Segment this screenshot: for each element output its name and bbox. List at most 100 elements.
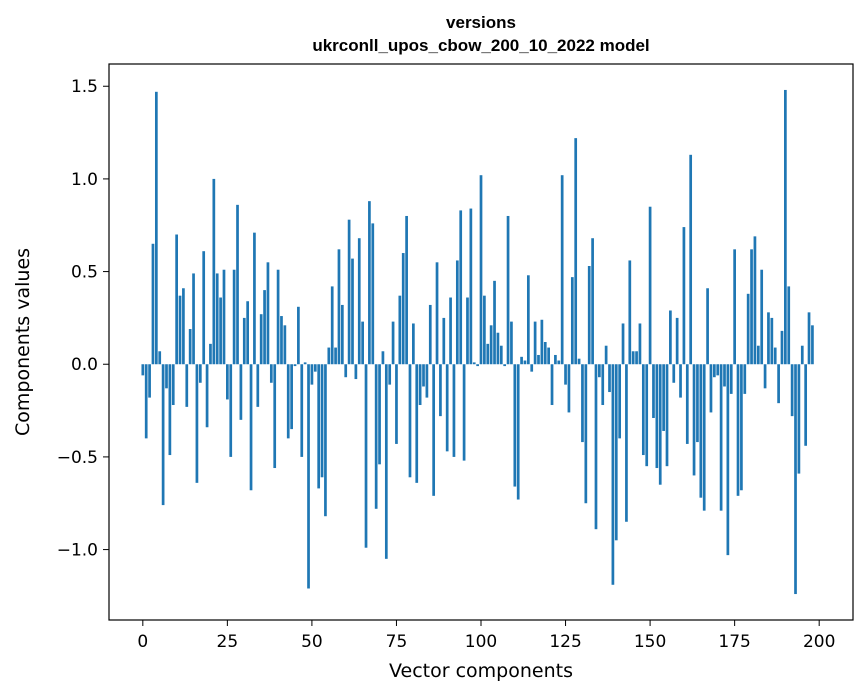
bar-164: [696, 364, 699, 443]
bar-193: [794, 364, 797, 595]
bar-40: [276, 269, 280, 365]
x-tick-label: 175: [718, 632, 750, 652]
y-tick-label: 0.5: [71, 263, 98, 283]
bar-184: [763, 364, 767, 389]
bar-198: [811, 325, 814, 365]
bar-115: [530, 364, 534, 372]
bar-36: [263, 290, 266, 365]
bar-25: [226, 364, 229, 400]
bar-158: [675, 317, 679, 365]
bar-37: [266, 262, 270, 365]
bar-49: [307, 364, 310, 589]
bar-190: [784, 89, 787, 365]
bar-14: [188, 329, 192, 365]
bar-39: [273, 364, 277, 469]
bar-93: [455, 260, 459, 365]
bar-173: [726, 364, 730, 556]
bar-111: [516, 364, 520, 500]
bar-74: [391, 321, 395, 365]
bar-172: [723, 364, 726, 387]
bar-147: [638, 323, 642, 365]
y-axis-label: Components values: [12, 248, 34, 436]
bar-21: [212, 178, 216, 365]
bar-181: [753, 236, 757, 365]
bar-152: [655, 364, 659, 469]
bar-7: [165, 364, 168, 389]
bar-31: [246, 301, 250, 365]
bar-103: [489, 325, 493, 365]
bar-55: [327, 347, 331, 365]
y-tick-label: 1.0: [71, 170, 98, 190]
x-tick-label: 25: [217, 632, 239, 652]
bar-34: [256, 364, 260, 407]
y-tick-label: 1.5: [71, 77, 98, 97]
bar-122: [554, 354, 557, 365]
bar-90: [445, 364, 449, 452]
bar-183: [760, 269, 764, 365]
bar-77: [401, 253, 405, 365]
bar-174: [729, 364, 733, 394]
bar-26: [229, 364, 233, 457]
x-tick-label: 100: [465, 632, 497, 652]
bar-157: [672, 364, 676, 383]
bar-57: [334, 347, 337, 365]
bar-48: [303, 362, 307, 365]
bar-71: [381, 351, 385, 365]
bar-145: [631, 351, 635, 365]
bar-148: [641, 364, 645, 456]
bar-124: [560, 175, 564, 365]
bar-2: [148, 364, 151, 398]
bar-22: [215, 273, 219, 365]
bar-187: [773, 347, 777, 365]
bar-67: [368, 201, 371, 365]
bar-61: [347, 219, 351, 365]
y-tick-label: 0.0: [71, 355, 98, 375]
bar-0: [141, 364, 145, 376]
bar-154: [662, 364, 665, 431]
bar-113: [523, 360, 527, 365]
x-tick-label: 150: [634, 632, 666, 652]
x-axis-label: Vector components: [389, 660, 573, 682]
bar-134: [594, 364, 598, 530]
chart-title-line-2: ukrconll_upos_cbow_200_10_2022 model: [312, 36, 649, 55]
bar-60: [344, 364, 348, 378]
bar-23: [219, 297, 222, 365]
bar-180: [750, 249, 753, 365]
bar-117: [537, 354, 540, 365]
bar-162: [689, 154, 693, 365]
bar-62: [351, 258, 354, 365]
bar-151: [652, 364, 655, 418]
x-tick-label: 125: [549, 632, 581, 652]
bar-167: [706, 288, 709, 365]
bar-143: [625, 364, 628, 522]
bar-165: [699, 364, 703, 498]
bar-16: [195, 364, 199, 483]
y-axis-ticks: −1.0 −0.5 0.0 0.5 1.0 1.5: [57, 77, 109, 561]
bar-94: [459, 210, 463, 365]
x-axis-ticks: 0 25 50 75 100 125 150 175 200: [137, 620, 835, 652]
bar-149: [645, 364, 649, 467]
bar-73: [388, 364, 392, 385]
bar-100: [479, 175, 483, 365]
bar-109: [510, 321, 513, 365]
bar-96: [466, 297, 469, 365]
bar-89: [442, 317, 446, 365]
bar-139: [611, 364, 615, 585]
bar-195: [800, 345, 804, 365]
bar-85: [428, 304, 432, 365]
bar-178: [743, 364, 747, 394]
bar-79: [408, 364, 412, 478]
bar-125: [564, 364, 567, 385]
bar-8: [168, 364, 172, 456]
bar-82: [418, 364, 422, 406]
bar-58: [337, 249, 341, 365]
bar-150: [648, 206, 652, 365]
bar-155: [665, 364, 669, 467]
y-tick-label: −0.5: [57, 448, 98, 468]
y-tick-label: −1.0: [57, 541, 98, 561]
bar-33: [253, 232, 256, 365]
bar-99: [476, 364, 479, 367]
bar-133: [591, 238, 594, 365]
bar-50: [310, 364, 314, 385]
